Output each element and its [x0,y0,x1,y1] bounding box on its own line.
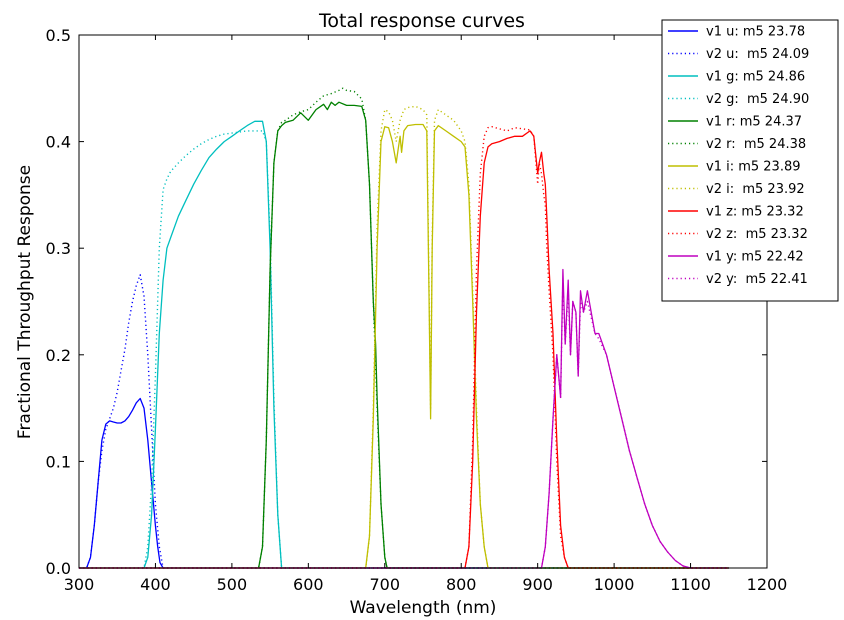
y-tick-label: 0.2 [46,346,71,365]
series-line-10 [79,268,729,569]
legend-label: v2 i: m5 23.92 [706,182,805,197]
x-tick-label: 1000 [594,575,635,594]
legend: v1 u: m5 23.78 v2 u: m5 24.09 v1 g: m5 24.… [661,19,839,302]
y-tick-label: 0.3 [46,239,71,258]
legend-label: v2 z: m5 23.32 [706,227,808,242]
series-layer [79,87,729,569]
legend-entries: v1 u: m5 23.78 v2 u: m5 24.09 v1 g: m5 24.… [668,25,809,287]
series-line-0 [79,397,729,569]
legend-label: v1 z: m5 23.32 [706,205,804,220]
series-line-1 [79,274,729,569]
legend-label: v2 g: m5 24.90 [706,92,809,107]
x-tick-label: 500 [217,575,248,594]
x-tick-label: 1200 [747,575,788,594]
series-line-3 [79,130,729,569]
legend-label: v2 y: m5 22.41 [706,272,808,287]
chart-title: Total response curves [318,10,525,32]
x-tick-label: 300 [64,575,95,594]
series-line-9 [79,125,729,569]
series-line-2 [79,120,729,569]
legend-label: v1 g: m5 24.86 [706,70,805,85]
x-axis-label: Wavelength (nm) [350,598,497,618]
plot-area: 300 400 500 600 700 800 900 1000 1100 1200 0.0 0.1 0… [46,26,788,594]
legend-label: v1 y: m5 22.42 [706,250,804,265]
y-tick-label: 0.5 [46,26,71,45]
y-tick-label: 0.4 [46,133,71,152]
legend-box [661,19,839,302]
series-line-11 [79,279,729,569]
series-line-6 [79,123,729,569]
series-line-5 [79,87,729,569]
series-line-4 [79,101,729,569]
ticks-layer: 300 400 500 600 700 800 900 1000 1100 1200 0.0 0.1 0… [46,26,788,594]
x-tick-label: 600 [293,575,324,594]
x-tick-label: 800 [446,575,477,594]
legend-label: v2 r: m5 24.38 [706,137,806,152]
x-tick-label: 400 [140,575,171,594]
legend-label: v1 u: m5 23.78 [706,25,805,40]
series-line-8 [79,130,729,569]
y-tick-label: 0.0 [46,559,71,578]
x-tick-label: 900 [522,575,553,594]
series-line-7 [79,105,729,569]
legend-label: v1 r: m5 24.37 [706,115,802,130]
legend-label: v2 u: m5 24.09 [706,47,809,62]
y-tick-label: 0.1 [46,452,71,471]
x-tick-label: 1100 [670,575,711,594]
x-tick-label: 700 [370,575,401,594]
legend-label: v1 i: m5 23.89 [706,160,801,175]
y-axis-label: Fractional Throughput Response [15,165,35,439]
